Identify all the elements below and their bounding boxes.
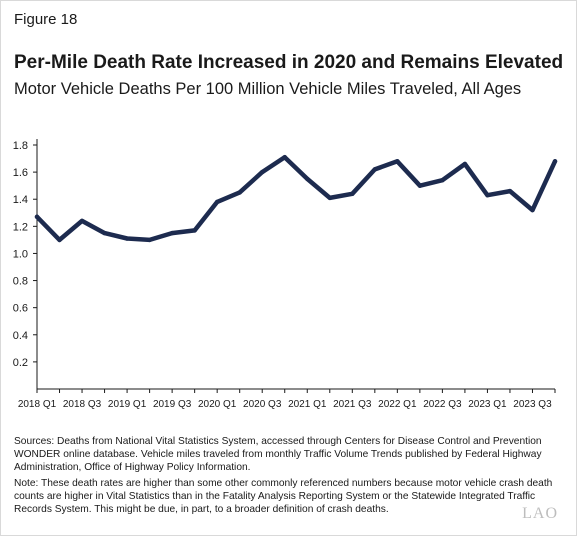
data-point bbox=[507, 188, 513, 194]
x-tick-label: 2018 Q1 bbox=[18, 399, 57, 410]
lao-logo: LAO bbox=[522, 505, 558, 522]
data-point bbox=[192, 228, 197, 233]
x-tick-label: 2020 Q3 bbox=[243, 399, 282, 410]
y-tick-label: 1.2 bbox=[13, 221, 28, 233]
data-point bbox=[417, 183, 423, 188]
data-point bbox=[395, 159, 400, 164]
data-point bbox=[485, 192, 490, 198]
chart-title: Per-Mile Death Rate Increased in 2020 an… bbox=[14, 52, 564, 73]
data-point bbox=[169, 230, 175, 236]
y-tick-label: 1.4 bbox=[13, 194, 28, 206]
x-tick-label: 2023 Q3 bbox=[513, 399, 552, 410]
data-point bbox=[124, 236, 130, 241]
x-tick-label: 2020 Q1 bbox=[198, 399, 237, 410]
data-point bbox=[34, 214, 40, 220]
chart-subtitle: Motor Vehicle Deaths Per 100 Million Veh… bbox=[14, 80, 522, 98]
data-point bbox=[372, 167, 378, 172]
y-tick-label: 0.8 bbox=[13, 276, 28, 288]
y-tick-label: 0.2 bbox=[13, 357, 28, 369]
line-chart: 0.2 0.4 0.6 0.8 1.0 1.2 1.4 1.6 1.8 2018 Q1 2018 Q… bbox=[13, 139, 558, 410]
data-point bbox=[260, 169, 265, 175]
data-point bbox=[305, 176, 310, 182]
x-tick-label: 2023 Q1 bbox=[468, 399, 507, 410]
data-point bbox=[237, 190, 242, 195]
data-point bbox=[327, 195, 332, 201]
figure-label: Figure 18 bbox=[14, 11, 78, 28]
x-tick-label: 2019 Q3 bbox=[153, 399, 192, 410]
x-tick-label: 2022 Q1 bbox=[378, 399, 417, 410]
x-tick-label: 2021 Q3 bbox=[333, 399, 372, 410]
data-point bbox=[350, 191, 355, 196]
data-point bbox=[552, 159, 558, 164]
data-point bbox=[530, 207, 535, 213]
data-point bbox=[440, 178, 445, 183]
data-point bbox=[214, 199, 220, 205]
x-tick-label: 2022 Q3 bbox=[423, 399, 462, 410]
series-line bbox=[34, 154, 558, 243]
data-point bbox=[102, 230, 107, 236]
x-tick-label: 2019 Q1 bbox=[108, 399, 147, 410]
data-point bbox=[282, 155, 287, 160]
note-text: Note: These death rates are higher than … bbox=[14, 478, 553, 515]
y-tick-label: 0.4 bbox=[13, 330, 28, 342]
data-point bbox=[79, 218, 85, 224]
x-tick-label: 2018 Q3 bbox=[63, 399, 102, 410]
y-tick-label: 1.0 bbox=[13, 248, 28, 260]
y-tick-label: 0.6 bbox=[13, 303, 28, 315]
y-tick-label: 1.8 bbox=[13, 140, 28, 152]
y-tick-label: 1.6 bbox=[13, 167, 28, 179]
x-tick-label: 2021 Q1 bbox=[288, 399, 327, 410]
data-point bbox=[462, 161, 468, 167]
data-point bbox=[147, 237, 152, 243]
sources-text: Sources: Deaths from National Vital Stat… bbox=[14, 436, 542, 473]
data-point bbox=[57, 237, 62, 243]
